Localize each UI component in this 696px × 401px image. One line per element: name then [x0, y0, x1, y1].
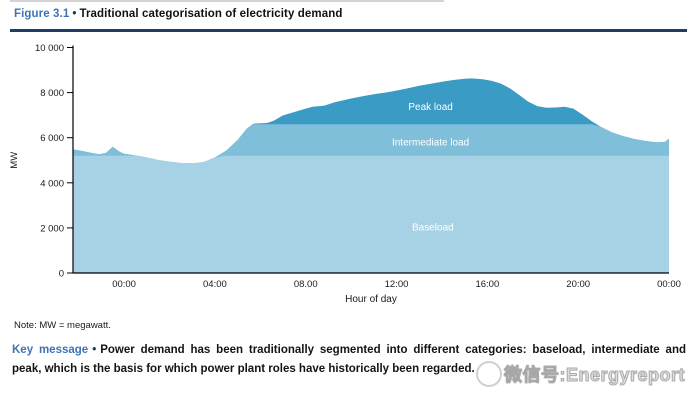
title-rule [10, 29, 687, 32]
x-tick-label: 04:00 [203, 279, 227, 290]
band-label-baseload: Baseload [412, 222, 454, 233]
x-tick-label: 12:00 [385, 279, 409, 290]
y-tick-label: 4 000 [40, 178, 64, 189]
y-tick-label: 10 000 [35, 43, 64, 54]
figure-title-text: Traditional categorisation of electricit… [79, 8, 343, 20]
band-label-intermediate-load: Intermediate load [392, 137, 469, 148]
y-axis-title: MW [9, 152, 20, 169]
x-tick-label: 08.00 [294, 279, 318, 290]
key-message-label: Key message [12, 344, 89, 356]
chart-svg: 0 2 000 4 000 6 000 8 000 10 000 00:00 04:00 08.… [9, 43, 681, 305]
key-message-text: Power demand has been traditionally segm… [12, 344, 686, 375]
figure-title: Figure 3.1 • Traditional categorisation of… [14, 8, 342, 20]
key-message: Key message • Power demand has been tradit… [12, 341, 686, 379]
key-message-bullet: • [92, 344, 97, 356]
y-tick-label: 2 000 [40, 223, 64, 234]
y-tick-label: 6 000 [40, 133, 64, 144]
band-label-peak-load: Peak load [408, 102, 452, 113]
y-tick-label: 8 000 [40, 88, 64, 99]
top-edge-artifact [10, 0, 444, 2]
y-tick-label: 0 [59, 269, 64, 280]
x-tick-label: 16:00 [475, 279, 499, 290]
x-axis-title: Hour of day [345, 294, 397, 305]
x-tick-label: 00:00 [112, 279, 136, 290]
chart-note: Note: MW = megawatt. [14, 320, 111, 331]
title-bullet: • [72, 8, 77, 20]
demand-area-chart: 0 2 000 4 000 6 000 8 000 10 000 00:00 04:00 08.… [0, 38, 696, 310]
area-baseload [73, 155, 669, 273]
x-tick-label: 00:00 [657, 279, 681, 290]
x-tick-label: 20:00 [566, 279, 590, 290]
figure-number: Figure 3.1 [14, 8, 70, 20]
